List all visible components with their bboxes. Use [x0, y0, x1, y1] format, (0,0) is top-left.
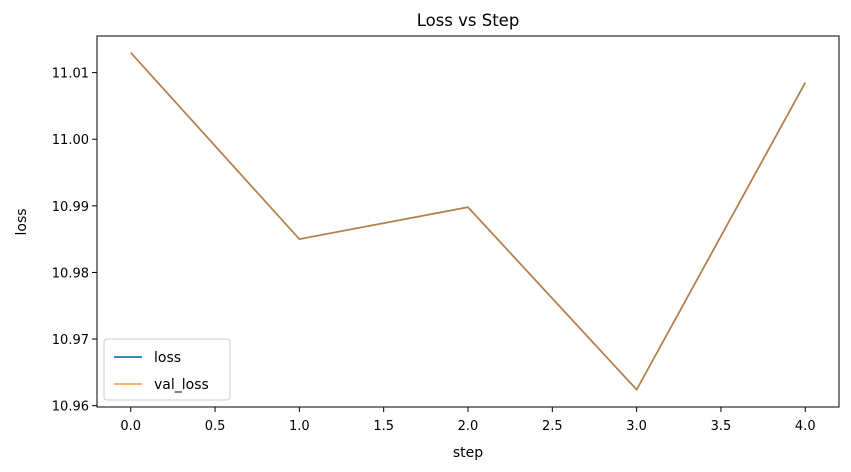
x-axis-label: step — [453, 445, 483, 461]
x-tick-label: 4.0 — [795, 419, 816, 434]
y-axis-label: loss — [14, 208, 30, 235]
y-tick-label: 10.97 — [52, 333, 89, 348]
x-tick-label: 2.0 — [458, 419, 479, 434]
chart-title: Loss vs Step — [417, 11, 520, 30]
legend: loss val_loss — [103, 338, 231, 401]
y-tick-label: 11.00 — [52, 133, 89, 148]
plot-area: 0.0 0.5 1.0 1.5 2.0 2.5 3.0 3.5 4.0 10.96 10.97 10.… — [52, 35, 840, 434]
legend-label-val-loss: val_loss — [154, 377, 209, 393]
y-tick-label: 10.98 — [52, 266, 89, 281]
x-tick-label: 0.5 — [205, 419, 226, 434]
legend-label-loss: loss — [154, 350, 181, 366]
series-line-val-loss — [130, 52, 806, 391]
y-tick-label: 10.99 — [52, 200, 89, 215]
y-tick-label: 10.96 — [52, 400, 89, 415]
x-tick-label: 1.0 — [289, 419, 310, 434]
x-tick-label: 3.0 — [626, 419, 647, 434]
x-tick-label: 2.5 — [542, 419, 563, 434]
y-tick-label: 11.01 — [52, 67, 89, 82]
x-tick-label: 0.0 — [120, 419, 141, 434]
x-tick-label: 1.5 — [373, 419, 394, 434]
x-tick-label: 3.5 — [711, 419, 732, 434]
